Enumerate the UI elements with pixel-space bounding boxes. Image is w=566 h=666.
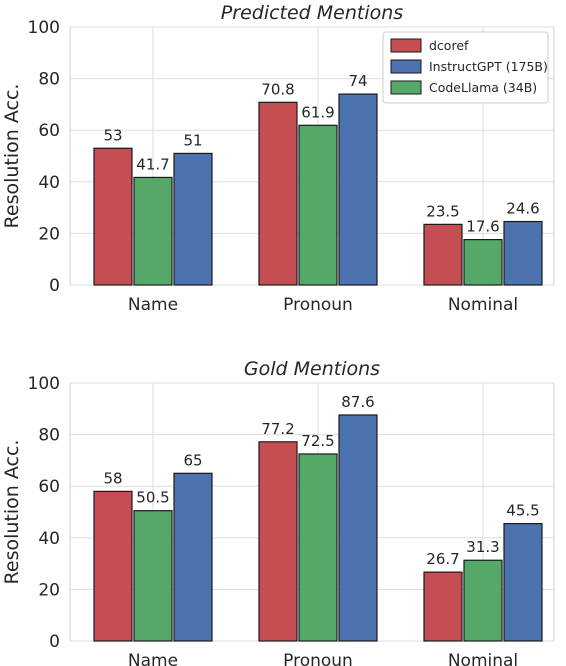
bar-instructgpt-175b--pronoun	[338, 414, 378, 642]
y-tick-label: 100	[28, 18, 60, 38]
data-label: 24.6	[506, 200, 539, 218]
y-tick-label: 20	[38, 580, 60, 600]
data-label: 45.5	[506, 502, 539, 520]
data-label: 72.5	[301, 432, 334, 450]
legend-label: InstructGPT (175B)	[429, 59, 548, 74]
bar-codellama-34b--name	[133, 176, 173, 286]
x-tick-label: Pronoun	[283, 651, 353, 666]
x-tick-label: Name	[128, 651, 178, 666]
y-axis-label: Resolution Acc.	[1, 84, 23, 229]
data-label: 70.8	[261, 80, 294, 98]
y-tick-label: 0	[49, 632, 60, 652]
legend-swatch	[390, 59, 422, 74]
legend-swatch	[390, 80, 422, 95]
bar-dcoref-name	[93, 490, 133, 642]
data-label: 26.7	[426, 550, 459, 568]
data-label: 31.3	[466, 538, 499, 556]
chart-panel-2: 0 20 40 60 80 100 58 77.2 26.7 50.5 72.5 31.3 65 87.6…	[1, 358, 555, 666]
legend-label: dcoref	[429, 38, 469, 53]
data-label: 77.2	[261, 420, 294, 438]
data-label: 17.6	[466, 218, 499, 236]
bar-instructgpt-175b--nominal	[503, 220, 543, 286]
bar-dcoref-nominal	[423, 223, 463, 286]
bar-codellama-34b--nominal	[463, 238, 503, 286]
data-label: 61.9	[301, 103, 334, 121]
legend-frame	[382, 31, 549, 104]
bar-instructgpt-175b--name	[173, 152, 213, 286]
bar-dcoref-nominal	[423, 571, 463, 642]
bar-dcoref-name	[93, 147, 133, 286]
bar-dcoref-pronoun	[258, 441, 298, 642]
y-axis-label: Resolution Acc.	[1, 440, 23, 585]
data-label: 23.5	[426, 202, 459, 220]
chart-title: Gold Mentions	[244, 358, 380, 380]
legend-label: CodeLlama (34B)	[429, 80, 537, 95]
legend: dcoref InstructGPT (175B) CodeLlama (34B)	[382, 31, 549, 104]
y-tick-label: 60	[38, 121, 60, 141]
y-tick-label: 20	[38, 224, 60, 244]
y-tick-label: 60	[38, 477, 60, 497]
data-label: 74	[348, 72, 367, 90]
data-label: 58	[103, 469, 122, 487]
x-tick-label: Nominal	[448, 295, 518, 315]
legend-swatch	[390, 38, 422, 53]
y-tick-label: 80	[38, 70, 60, 90]
y-tick-label: 0	[49, 276, 60, 296]
y-tick-label: 40	[38, 529, 60, 549]
x-tick-label: Pronoun	[283, 295, 353, 315]
y-tick-label: 100	[28, 374, 60, 394]
bar-instructgpt-175b--pronoun	[338, 93, 378, 286]
x-tick-label: Nominal	[448, 651, 518, 666]
bar-codellama-34b--nominal	[463, 559, 503, 642]
data-label: 53	[103, 126, 122, 144]
data-label: 50.5	[136, 489, 169, 507]
bar-instructgpt-175b--name	[173, 472, 213, 642]
chart-panel-1: 0 20 40 60 80 100 53 70.8 23.5 41.7 61.9 17.6 51 74 24…	[1, 2, 555, 315]
data-label: 65	[183, 451, 202, 469]
y-tick-label: 80	[38, 426, 60, 446]
bar-instructgpt-175b--nominal	[503, 523, 543, 642]
data-label: 87.6	[341, 393, 374, 411]
bar-codellama-34b--pronoun	[298, 453, 338, 642]
data-label: 41.7	[136, 155, 169, 173]
chart-title: Predicted Mentions	[221, 2, 404, 24]
data-label: 51	[183, 131, 202, 149]
x-tick-label: Name	[128, 295, 178, 315]
bar-codellama-34b--name	[133, 510, 173, 642]
y-tick-label: 40	[38, 173, 60, 193]
bar-codellama-34b--pronoun	[298, 124, 338, 286]
bar-dcoref-pronoun	[258, 101, 298, 286]
